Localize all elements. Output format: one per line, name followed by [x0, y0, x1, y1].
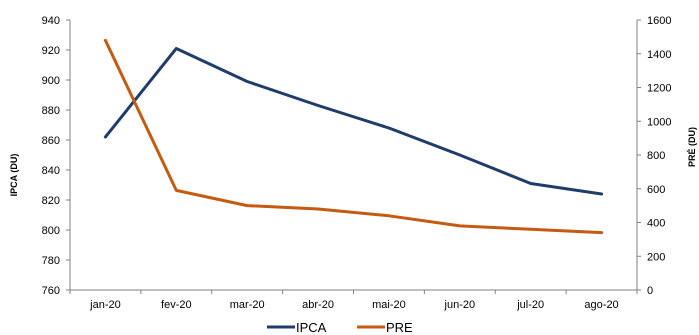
series-line-ipca [103, 47, 604, 196]
right-tick-label: 1000 [647, 116, 671, 128]
right-tick-label: 400 [647, 218, 665, 230]
left-tick-label: 780 [42, 255, 60, 267]
right-tick-label: 1400 [647, 49, 671, 61]
right-axis-ticks: 0 200 400 600 800 1000 1200 1400 1600 [637, 15, 671, 297]
legend: IPCA PRE [267, 320, 413, 335]
right-tick-label: 0 [647, 285, 653, 297]
x-tick-label: jan-20 [89, 299, 121, 311]
x-tick-label: fev-20 [161, 299, 192, 311]
left-tick-label: 760 [42, 285, 60, 297]
x-tick-label: jul-20 [516, 299, 544, 311]
left-tick-label: 820 [42, 195, 60, 207]
right-tick-label: 800 [647, 150, 665, 162]
left-axis-ticks: 760 780 800 820 840 860 880 900 920 940 [42, 15, 70, 297]
left-tick-label: 880 [42, 105, 60, 117]
x-tick-label: mai-20 [372, 299, 406, 311]
axes [69, 20, 638, 291]
left-tick-label: 900 [42, 75, 60, 87]
right-tick-label: 600 [647, 184, 665, 196]
legend-label-pre: PRE [386, 320, 413, 335]
left-tick-label: 920 [42, 45, 60, 57]
left-tick-label: 860 [42, 135, 60, 147]
right-tick-label: 1200 [647, 83, 671, 95]
left-tick-label: 840 [42, 165, 60, 177]
series-line-pre [103, 38, 604, 235]
x-tick-label: abr-20 [302, 299, 334, 311]
left-tick-label: 940 [42, 15, 60, 27]
left-tick-label: 800 [42, 225, 60, 237]
series-lines [103, 38, 604, 235]
x-tick-label: jun-20 [444, 299, 476, 311]
legend-label-ipca: IPCA [296, 320, 327, 335]
x-tick-label: mar-20 [230, 299, 265, 311]
right-axis-title: PRÉ (DU) [687, 127, 697, 167]
x-axis-ticks: jan-20 fev-20 mar-20 abr-20 mai-20 jun-20 jul-… [69, 290, 638, 311]
right-tick-label: 200 [647, 251, 665, 263]
right-tick-label: 1600 [647, 15, 671, 27]
left-axis-title: IPCA (DU) [9, 154, 19, 197]
x-tick-label: ago-20 [584, 299, 618, 311]
